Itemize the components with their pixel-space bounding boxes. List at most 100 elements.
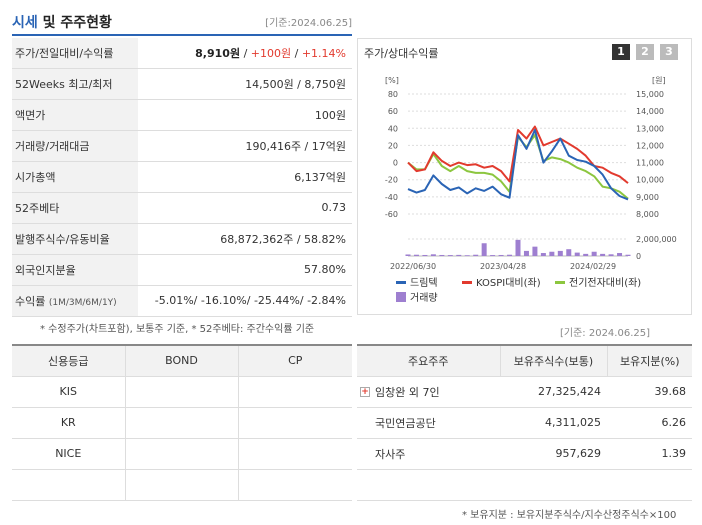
right-tick-label: 11,000 (636, 159, 664, 168)
table-row (12, 469, 352, 501)
footnote-holders: * 보유지분 : 보유지분주식수/지수산정주식수×100 (462, 510, 677, 521)
volume-bar (447, 255, 453, 256)
volume-bar (557, 250, 563, 256)
volume-bar (473, 254, 479, 256)
volume-bar (549, 251, 555, 256)
left-tick-label: 20 (388, 141, 398, 150)
shares-value: 68,872,362주 / 58.82% (138, 223, 352, 255)
volume-bar (405, 254, 411, 256)
volume-bar (608, 254, 614, 256)
left-tick-label: 60 (388, 107, 398, 116)
volume-bar (498, 254, 504, 256)
volume-bar (617, 253, 623, 256)
left-tick-label: 80 (388, 90, 398, 99)
table-row: 수익률 (1M/3M/6M/1Y) -5.01%/ -16.10%/ -25.4… (12, 285, 352, 317)
volume-bar (464, 255, 470, 256)
holder-shares: 27,325,424 (500, 376, 607, 408)
table-header-row: 주요주주 보유주식수(보통) 보유지분(%) (357, 344, 692, 377)
table-row: 거래량/거래대금 190,416주 / 17억원 (12, 130, 352, 163)
table-row: 시가총액 6,137억원 (12, 161, 352, 193)
beta-label: 52주베타 (12, 192, 138, 224)
volume-bar (540, 253, 546, 256)
legend-label: 드림텍 (410, 277, 438, 289)
holders-header-pct: 보유지분(%) (607, 344, 692, 377)
holder-shares: 957,629 (500, 438, 607, 470)
section-title: 시세 및 주주현황 (12, 12, 112, 32)
right-tick-label: 12,000 (636, 141, 664, 150)
table-row: 주가/전일대비/수익률 8,910원 / +100원 / +1.14% (12, 38, 352, 70)
volume-bar (625, 254, 631, 256)
credit-cp (238, 469, 352, 501)
right-tick-label: 13,000 (636, 124, 664, 133)
holder-name: 국민연금공단 (357, 407, 500, 439)
credit-header-bond: BOND (125, 344, 239, 377)
table-row: 52주베타 0.73 (12, 192, 352, 224)
par-value: 100원 (138, 99, 352, 132)
table-row: + 임창완 외 7인 27,325,424 39.68 (357, 376, 692, 408)
series-line-1 (407, 129, 629, 201)
chart-page-3-button[interactable]: 3 (660, 44, 678, 60)
holder-pct (607, 469, 692, 501)
volume-bar (430, 254, 436, 256)
beta-value: 0.73 (138, 192, 352, 224)
holder-pct: 39.68 (607, 376, 692, 408)
volume-bar (413, 254, 419, 256)
legend-swatch (396, 292, 406, 302)
table-row: NICE (12, 438, 352, 470)
credit-cp (238, 407, 352, 439)
chart-page-1-button[interactable]: 1 (612, 44, 630, 60)
table-row: 외국인지분율 57.80% (12, 254, 352, 286)
table-row: 발행주식수/유동비율 68,872,362주 / 58.82% (12, 223, 352, 255)
table-row: KIS (12, 376, 352, 408)
chart-page-2-button[interactable]: 2 (636, 44, 654, 60)
holder-name-cell[interactable]: + 임창완 외 7인 (357, 376, 500, 408)
right-tick-label: 10,000 (636, 176, 664, 185)
volume-bar (481, 243, 487, 256)
volume-bar (490, 255, 496, 256)
left-tick-label: 0 (393, 159, 398, 168)
volume-bar (507, 254, 513, 256)
volume-bar (566, 249, 572, 256)
holder-name (357, 469, 500, 501)
volume-bar (574, 252, 580, 256)
mcap-value: 6,137억원 (138, 161, 352, 193)
x-tick-label: 2022/06/30 (390, 262, 436, 271)
x-tick-label: 2024/02/29 (570, 262, 616, 271)
expand-plus-icon[interactable]: + (360, 386, 370, 397)
par-label: 액면가 (12, 99, 138, 132)
legend-swatch (396, 281, 406, 284)
foreign-label: 외국인지분율 (12, 254, 138, 286)
left-tick-label: -40 (385, 193, 398, 202)
volume-tick-label: 2,000,000 (636, 235, 677, 244)
credit-cp (238, 438, 352, 470)
credit-rating-table: 신용등급 BOND CP KIS KR NICE (12, 344, 352, 501)
left-tick-label: -60 (385, 210, 398, 219)
holder-name: 임창완 외 7인 (375, 385, 440, 399)
volume-label: 거래량/거래대금 (12, 130, 138, 163)
volume-value: 190,416주 / 17억원 (138, 130, 352, 163)
foreign-value: 57.80% (138, 254, 352, 286)
mcap-label: 시가총액 (12, 161, 138, 193)
credit-bond (125, 407, 239, 439)
volume-bar (591, 251, 597, 256)
chart-title: 주가/상대수익률 (364, 47, 439, 60)
holders-header-name: 주요주주 (357, 344, 501, 377)
title-rest: 및 주주현황 (37, 15, 112, 31)
base-date-2: [기준: 2024.06.25] (560, 328, 651, 339)
volume-tick-label: 0 (636, 252, 641, 261)
holder-name: 자사주 (357, 438, 500, 470)
header-divider (12, 34, 352, 36)
section-header: 시세 및 주주현황 [기준:2024.06.25] (12, 10, 352, 34)
legend-label: 거래량 (410, 292, 438, 304)
shareholders-table: 주요주주 보유주식수(보통) 보유지분(%) + 임창완 외 7인 27,325,… (357, 344, 692, 501)
price-cell: 8,910원 / +100원 / +1.14% (138, 38, 352, 70)
volume-bar (456, 254, 462, 256)
volume-bar (532, 246, 538, 256)
credit-agency: KIS (12, 376, 126, 408)
left-axis-unit: [%] (385, 76, 399, 85)
right-axis-unit: [원] (652, 76, 666, 85)
volume-bar (515, 239, 521, 256)
return-label: 수익률 (15, 294, 46, 308)
return-periods: (1M/3M/6M/1Y) (48, 297, 117, 308)
x-tick-label: 2023/04/28 (480, 262, 526, 271)
